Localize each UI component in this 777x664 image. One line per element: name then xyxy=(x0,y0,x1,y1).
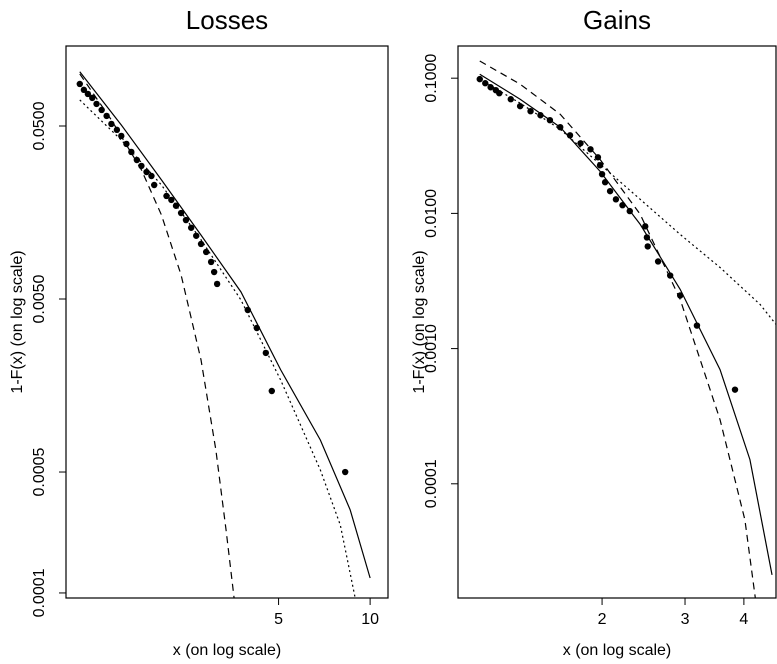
data-point xyxy=(643,234,651,241)
data-point xyxy=(213,280,221,288)
curve-dotted xyxy=(479,78,776,325)
chart-title: Gains xyxy=(583,5,651,35)
data-point xyxy=(182,216,190,224)
data-point xyxy=(654,258,662,265)
data-point xyxy=(596,162,604,169)
y-axis-label: 1-F(x) (on log scale) xyxy=(9,250,26,393)
y-tick-label: 0.0100 xyxy=(423,189,440,238)
data-point xyxy=(482,80,489,87)
data-point xyxy=(163,192,170,200)
data-point xyxy=(577,140,584,147)
data-point xyxy=(151,181,158,189)
y-axis-label: 1-F(x) (on log scale) xyxy=(411,250,428,393)
data-point xyxy=(177,209,185,217)
data-point xyxy=(89,94,96,102)
data-point xyxy=(113,126,121,134)
data-point xyxy=(537,112,544,119)
data-point xyxy=(262,349,270,357)
data-point xyxy=(202,248,210,256)
y-tick-label: 0.0005 xyxy=(31,447,48,496)
data-point xyxy=(606,187,614,195)
x-axis-label: x (on log scale) xyxy=(173,642,282,659)
data-point xyxy=(193,232,200,239)
plot-frame xyxy=(65,45,389,599)
data-point xyxy=(197,240,205,248)
plot-area xyxy=(76,71,371,598)
data-point xyxy=(341,468,349,476)
y-tick-label: 0.0010 xyxy=(423,324,440,373)
data-point xyxy=(148,172,155,180)
data-point xyxy=(507,96,514,103)
plot-frame xyxy=(457,45,777,599)
data-point xyxy=(268,387,275,395)
data-point xyxy=(731,386,739,393)
x-tick-label: 2 xyxy=(598,611,607,628)
x-tick-label: 3 xyxy=(681,611,690,628)
curve-dashed xyxy=(479,60,756,598)
data-point xyxy=(168,196,175,204)
plot-area xyxy=(476,60,776,598)
data-point xyxy=(496,90,503,97)
data-point xyxy=(133,156,141,164)
data-point xyxy=(207,258,215,266)
y-tick-label: 0.0050 xyxy=(31,274,48,323)
curve-dotted xyxy=(79,99,356,598)
y-tick-label: 0.0001 xyxy=(31,568,48,617)
data-point xyxy=(527,107,534,115)
data-point xyxy=(187,224,195,231)
data-point xyxy=(210,268,218,276)
data-point xyxy=(612,196,620,203)
data-point xyxy=(93,100,100,108)
curve-solid xyxy=(79,71,371,579)
data-point xyxy=(516,102,524,110)
x-tick-label: 5 xyxy=(274,611,283,628)
data-point xyxy=(644,243,651,250)
y-tick-label: 0.1000 xyxy=(423,54,440,103)
data-point xyxy=(76,80,83,88)
chart-title: Losses xyxy=(186,5,268,35)
curve-solid xyxy=(479,73,773,575)
data-point xyxy=(487,84,494,91)
data-point xyxy=(98,106,105,114)
data-point xyxy=(80,86,88,94)
data-point xyxy=(84,90,92,98)
x-tick-label: 10 xyxy=(361,611,379,628)
y-tick-label: 0.0500 xyxy=(31,101,48,150)
y-tick-label: 0.0001 xyxy=(423,459,440,508)
x-tick-label: 4 xyxy=(739,611,748,628)
data-point xyxy=(108,120,115,128)
curve-dashed xyxy=(79,73,235,598)
x-axis-label: x (on log scale) xyxy=(563,642,672,659)
data-point xyxy=(143,168,150,176)
